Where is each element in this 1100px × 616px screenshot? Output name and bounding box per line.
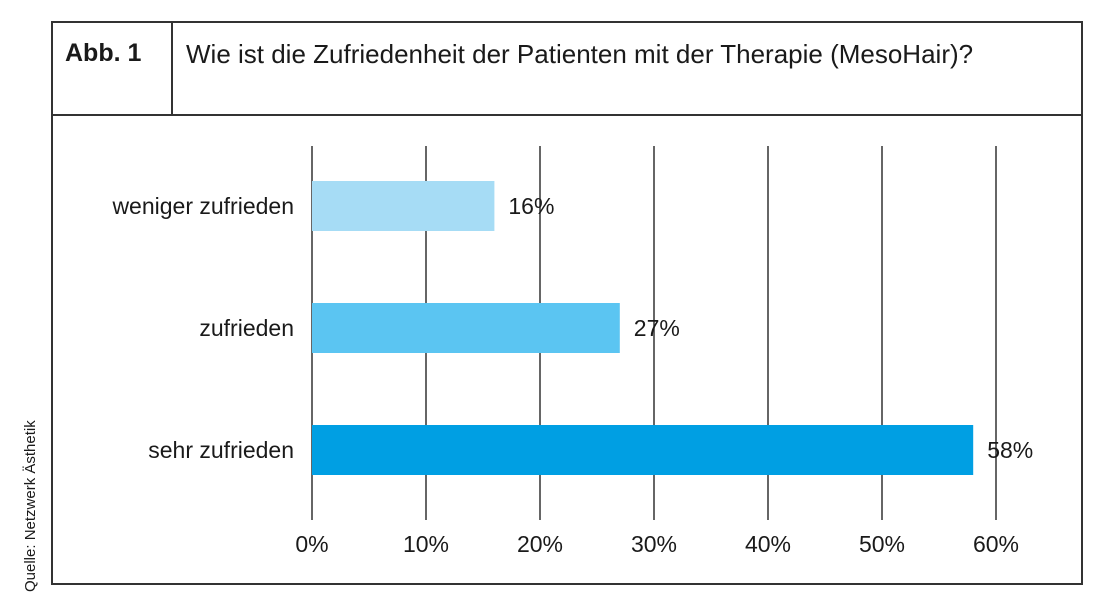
figure-title: Wie ist die Zufriedenheit der Patienten … xyxy=(186,39,974,69)
x-tick-label: 0% xyxy=(295,531,328,557)
x-tick-label: 60% xyxy=(973,531,1019,557)
value-label: 16% xyxy=(508,193,554,219)
value-label: 58% xyxy=(987,437,1033,463)
x-tick-label: 20% xyxy=(517,531,563,557)
figure-header: Abb. 1 Wie ist die Zufriedenheit der Pat… xyxy=(53,23,1081,116)
x-tick-label: 50% xyxy=(859,531,905,557)
figure-label: Abb. 1 xyxy=(53,23,173,114)
bar xyxy=(312,181,495,231)
category-label: sehr zufrieden xyxy=(148,437,294,463)
x-tick-label: 30% xyxy=(631,531,677,557)
bar xyxy=(312,425,974,475)
category-label: zufrieden xyxy=(199,315,294,341)
category-label: weniger zufrieden xyxy=(111,193,294,219)
value-label: 27% xyxy=(634,315,680,341)
x-tick-label: 10% xyxy=(403,531,449,557)
x-tick-label: 40% xyxy=(745,531,791,557)
bar xyxy=(312,303,620,353)
